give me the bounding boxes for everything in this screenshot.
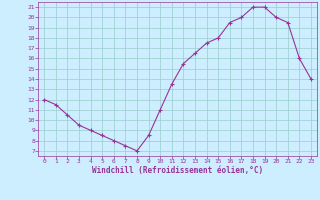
X-axis label: Windchill (Refroidissement éolien,°C): Windchill (Refroidissement éolien,°C) (92, 166, 263, 175)
